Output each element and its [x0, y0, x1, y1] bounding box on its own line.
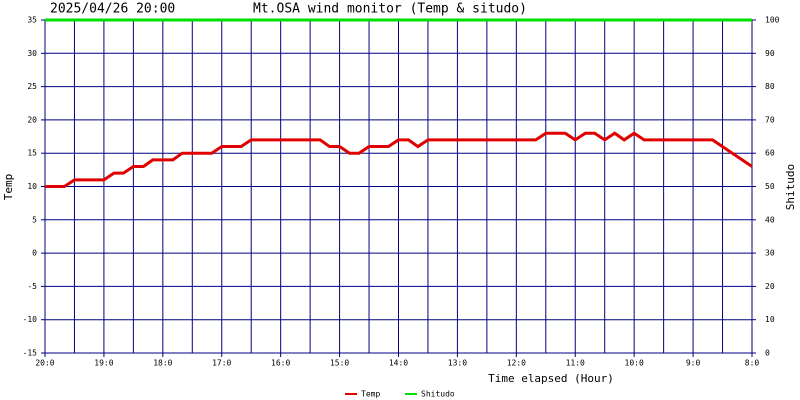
y2-tick-label: 100 [765, 16, 780, 25]
y-tick-label: 5 [32, 215, 37, 224]
x-tick-label: 13:0 [448, 359, 467, 368]
x-tick-label: 20:0 [35, 359, 54, 368]
y2-tick-label: 20 [765, 282, 775, 291]
x-tick-label: 14:0 [389, 359, 408, 368]
y-tick-label: -5 [27, 282, 37, 291]
y2-tick-label: 50 [765, 182, 775, 191]
timestamp: 2025/04/26 20:00 [50, 2, 175, 17]
x-tick-label: 15:0 [330, 359, 349, 368]
legend-label: Temp [361, 390, 380, 399]
y-tick-label: 15 [27, 149, 37, 158]
x-tick-label: 9:0 [686, 359, 701, 368]
y-tick-label: 10 [27, 182, 37, 191]
x-tick-label: 11:0 [566, 359, 585, 368]
y-tick-label: 30 [27, 49, 37, 58]
y-tick-label: -15 [23, 349, 38, 358]
y-tick-label: -10 [23, 315, 38, 324]
y2-tick-label: 80 [765, 82, 775, 91]
legend-label: Shitudo [421, 390, 455, 399]
y2-tick-label: 90 [765, 49, 775, 58]
x-tick-label: 8:0 [745, 359, 760, 368]
x-tick-label: 19:0 [94, 359, 113, 368]
y2-tick-label: 40 [765, 215, 775, 224]
y2-tick-label: 10 [765, 315, 775, 324]
x-tick-label: 17:0 [212, 359, 231, 368]
chart-title: Mt.OSA wind monitor (Temp & situdo) [253, 2, 527, 17]
y-tick-label: 20 [27, 115, 37, 124]
x-axis-label: Time elapsed (Hour) [488, 372, 614, 385]
y2-tick-label: 0 [765, 349, 770, 358]
series-line [45, 131, 753, 188]
y-tick-label: 0 [32, 249, 37, 258]
x-tick-label: 16:0 [271, 359, 290, 368]
y-tick-label: 35 [27, 16, 37, 25]
y-axis-label: Temp [2, 174, 15, 201]
y2-tick-label: 70 [765, 115, 775, 124]
y-tick-label: 25 [27, 82, 37, 91]
y2-tick-label: 30 [765, 249, 775, 258]
y2-axis-label: Shitudo [784, 164, 797, 210]
y2-tick-label: 60 [765, 149, 775, 158]
x-tick-label: 18:0 [153, 359, 172, 368]
x-tick-label: 12:0 [507, 359, 526, 368]
x-tick-label: 10:0 [625, 359, 644, 368]
